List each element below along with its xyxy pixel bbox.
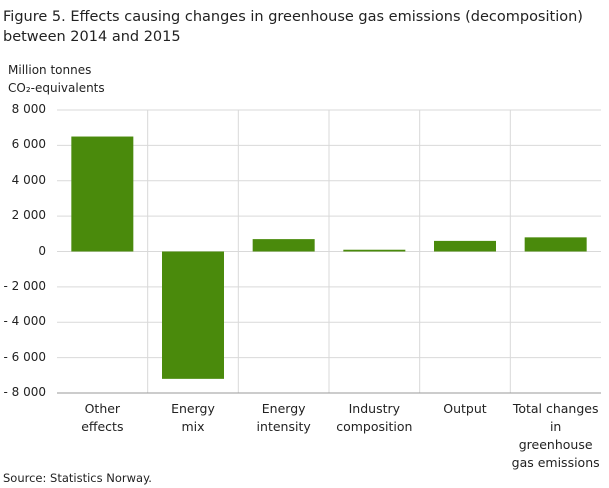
- y-tick-label: 8 000: [11, 102, 46, 116]
- bar: [162, 251, 224, 379]
- source: Source: Statistics Norway.: [3, 471, 152, 485]
- x-tick-label: Other effects: [81, 401, 124, 434]
- y-tick-label: 2 000: [11, 208, 46, 223]
- y-tick-label: - 6 000: [3, 349, 47, 364]
- bar: [434, 240, 496, 252]
- x-tick-label: Output: [443, 401, 487, 416]
- y-axis-label: Million tonnes CO₂-equivalents: [8, 63, 105, 95]
- y-tick-label: 4 000: [11, 172, 46, 187]
- bar: [252, 239, 315, 252]
- y-tick-label: 0: [38, 243, 46, 258]
- y-tick-label: - 4 000: [3, 314, 47, 329]
- chart-title: Figure 5. Effects causing changes in gre…: [3, 9, 583, 45]
- x-tick-label: Energy intensity: [256, 401, 311, 434]
- x-tick-label: Total changes in greenhouse gas emission…: [511, 401, 600, 470]
- x-tick-label: Energy mix: [171, 401, 215, 434]
- bar: [524, 237, 587, 252]
- y-tick-label: - 8 000: [3, 385, 47, 399]
- y-tick-label: - 2 000: [3, 278, 47, 293]
- bar: [71, 136, 134, 252]
- x-tick-label: Industry composition: [336, 401, 413, 434]
- y-tick-label: 6 000: [11, 137, 46, 152]
- bar: [343, 249, 406, 252]
